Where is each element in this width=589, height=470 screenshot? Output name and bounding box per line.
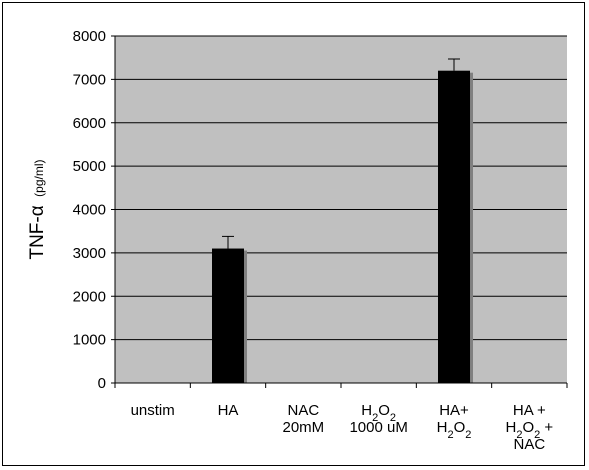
- bar: [438, 70, 470, 383]
- y-axis-label-main: TNF-α: [27, 205, 48, 259]
- x-tick-label: H2O2: [437, 419, 472, 441]
- x-tick-label: H2O2: [361, 402, 396, 424]
- bars: [212, 58, 546, 383]
- y-tick-label: 5000: [73, 158, 106, 175]
- y-tick-label: 3000: [73, 245, 106, 262]
- y-tick-label: 2000: [73, 288, 106, 305]
- label-segment: H: [505, 419, 516, 436]
- bar: [212, 248, 244, 383]
- label-segment: HA: [218, 402, 239, 419]
- y-tick-label: 0: [98, 375, 106, 392]
- x-tick-label: unstim: [131, 402, 175, 419]
- label-segment: O: [454, 419, 466, 436]
- label-segment: HA +: [513, 402, 546, 419]
- label-segment: NAC: [287, 402, 319, 419]
- label-segment: unstim: [131, 402, 175, 419]
- x-tick-label: 20mM: [282, 419, 324, 436]
- subscript: 2: [465, 429, 471, 441]
- label-segment: 1000 uM: [349, 419, 407, 436]
- x-tick-label: NAC: [287, 402, 319, 419]
- y-axis: 0 1000 2000 3000 4000 5000 6000 7000 8000: [73, 28, 116, 392]
- y-tick-label: 8000: [73, 28, 106, 45]
- label-segment: +: [540, 419, 553, 436]
- subscript: 2: [372, 412, 378, 424]
- grid-lines: [115, 35, 567, 341]
- x-tick-label: HA+: [439, 402, 469, 419]
- x-tick-label: 1000 uM: [349, 419, 407, 436]
- y-tick-label: 4000: [73, 202, 106, 219]
- label-segment: O: [378, 402, 390, 419]
- y-tick-label: 7000: [73, 71, 106, 88]
- subscript: 2: [516, 429, 522, 441]
- label-segment: 20mM: [282, 419, 324, 436]
- y-axis-label-unit: (pg/ml): [32, 159, 46, 196]
- y-axis-label: TNF-α (pg/ml): [27, 159, 48, 259]
- subscript: 2: [447, 429, 453, 441]
- label-segment: NAC: [513, 436, 545, 453]
- y-tick-label: 6000: [73, 115, 106, 132]
- subscript: 2: [534, 429, 540, 441]
- x-tick-label: NAC: [513, 436, 545, 453]
- label-segment: HA+: [439, 402, 469, 419]
- x-tick-label: HA +: [513, 402, 546, 419]
- y-tick-label: 1000: [73, 332, 106, 349]
- label-segment: H: [361, 402, 372, 419]
- label-segment: H: [437, 419, 448, 436]
- bar-chart: 0 1000 2000 3000 4000 5000 6000 7000 8000 unstim…: [27, 28, 568, 453]
- subscript: 2: [390, 412, 396, 424]
- chart-frame: 0 1000 2000 3000 4000 5000 6000 7000 8000 unstim…: [2, 2, 585, 466]
- x-tick-label: H2O2 +: [505, 419, 553, 441]
- x-tick-label: HA: [218, 402, 239, 419]
- label-segment: O: [522, 419, 534, 436]
